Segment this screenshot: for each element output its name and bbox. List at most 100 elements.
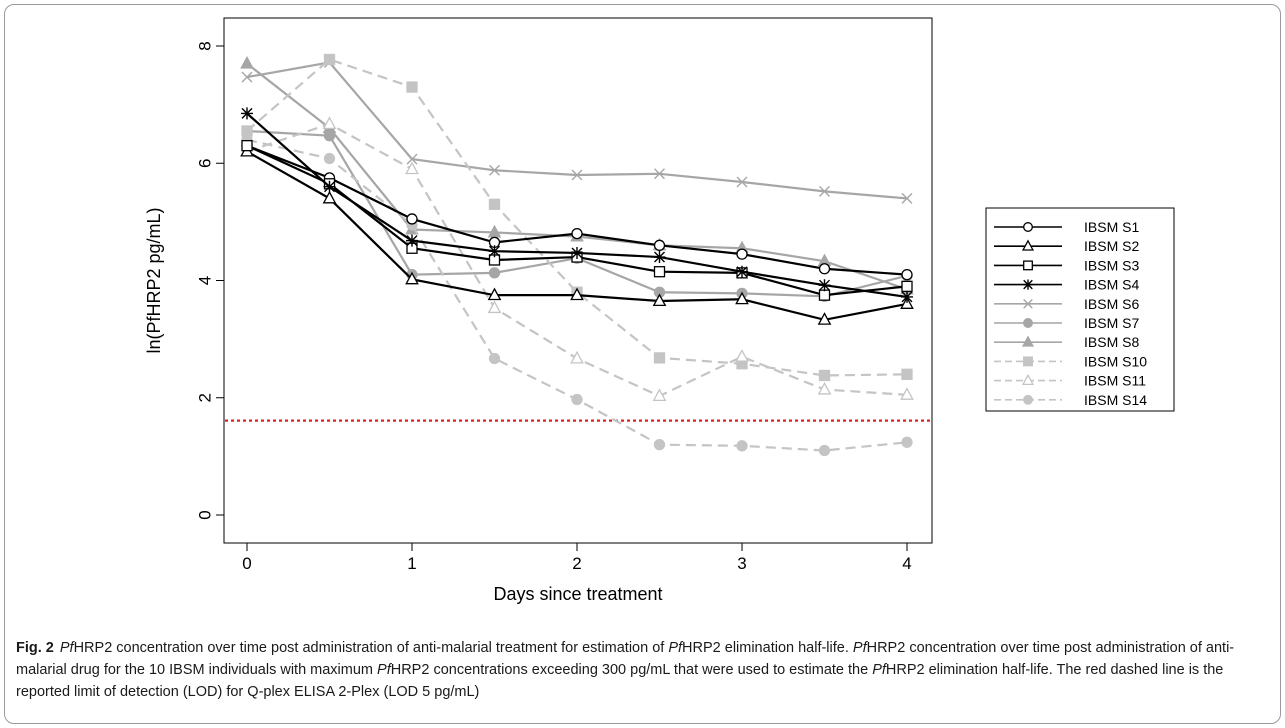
data-point <box>571 393 583 406</box>
data-point <box>1023 394 1033 405</box>
data-point <box>653 251 666 264</box>
legend-item: IBSM S6 <box>994 296 1139 312</box>
x-tick-label: 3 <box>737 554 746 573</box>
data-point <box>241 71 253 83</box>
data-point <box>735 349 749 362</box>
data-point <box>406 213 418 225</box>
data-point <box>570 287 584 301</box>
legend-item: IBSM S10 <box>994 353 1147 369</box>
data-point <box>487 300 502 314</box>
legend-item: IBSM S4 <box>994 277 1139 293</box>
figure-frame <box>4 4 1281 724</box>
data-point <box>818 444 831 457</box>
data-point <box>489 164 500 176</box>
plot-area-box <box>223 17 933 544</box>
data-point <box>406 234 418 247</box>
y-axis-label: ln(PfHRP2 pg/mL) <box>144 207 164 353</box>
caption-label: Fig. 2 <box>16 640 54 656</box>
series-line <box>246 61 908 200</box>
data-point <box>736 265 748 278</box>
data-point <box>241 107 253 120</box>
x-tick-label: 4 <box>902 554 911 573</box>
data-point <box>322 116 337 129</box>
data-point <box>818 289 831 301</box>
data-point <box>1021 335 1035 347</box>
series-ibsm-s6 <box>241 56 913 204</box>
data-point <box>818 369 831 382</box>
caption-fragment: Pf <box>852 640 867 656</box>
data-point <box>241 140 253 152</box>
legend-label: IBSM S1 <box>1084 219 1139 235</box>
legend-item: IBSM S14 <box>994 392 1147 408</box>
y-tick-label: 8 <box>195 41 214 50</box>
data-point <box>488 245 501 258</box>
y-tick-label: 2 <box>195 393 214 402</box>
data-point <box>1021 239 1035 251</box>
caption-fragment: HRP2 concentration over time post admini… <box>73 640 669 656</box>
data-point <box>736 440 748 452</box>
data-point <box>1023 299 1033 309</box>
data-point <box>818 279 831 292</box>
data-point <box>488 267 501 279</box>
series-ibsm-s7 <box>241 125 913 302</box>
data-point <box>819 185 830 197</box>
chart-axes: 0 1 2 3 4 0 2 4 6 8 Days since treatment ln(PfHRP2 … <box>144 17 933 604</box>
data-point <box>323 180 336 193</box>
legend-item: IBSM S7 <box>994 315 1139 331</box>
legend-item: IBSM S8 <box>994 334 1139 350</box>
legend-item: IBSM S1 <box>994 219 1139 235</box>
data-point <box>901 192 913 204</box>
data-point <box>736 176 748 188</box>
x-tick-label: 0 <box>242 554 251 573</box>
data-point <box>900 296 914 309</box>
series-ibsm-s10 <box>241 53 913 382</box>
data-point <box>901 368 913 380</box>
data-point <box>1023 318 1033 328</box>
data-point <box>571 246 583 259</box>
legend-label: IBSM S3 <box>1084 257 1139 273</box>
data-point <box>570 350 584 364</box>
series-ibsm-s11 <box>240 116 914 402</box>
data-point <box>654 168 665 180</box>
figure-caption: Fig. 2 PfHRP2 concentration over time pos… <box>16 637 1266 703</box>
caption-fragment: HRP2 elimination half-life. <box>682 640 853 656</box>
caption-fragment: HRP2 elimination half-life. The red dash… <box>16 662 1224 700</box>
data-point <box>1023 222 1033 232</box>
data-point <box>240 55 254 69</box>
caption-fragment: Pf <box>872 662 886 678</box>
data-point <box>653 438 666 451</box>
data-point <box>1022 279 1034 290</box>
caption-fragment: HRP2 concentrations exceeding 300 pg/mL … <box>390 662 873 678</box>
data-point <box>406 81 418 93</box>
series-line <box>246 58 908 377</box>
chart-legend: IBSM S1 IBSM S2 IBSM S3 IBSM S4 IBSM S6 IBSM … <box>985 207 1175 412</box>
x-tick-label: 2 <box>572 554 581 573</box>
caption-text: PfHRP2 concentration over time post admi… <box>16 640 1234 700</box>
legend-label: IBSM S4 <box>1084 277 1139 293</box>
series-ibsm-s3 <box>241 140 913 301</box>
data-point <box>653 239 666 251</box>
legend-label: IBSM S7 <box>1084 315 1139 331</box>
data-point <box>1023 356 1033 367</box>
series-line <box>246 144 908 297</box>
data-point <box>488 198 501 210</box>
legend-box <box>985 207 1175 412</box>
caption-fragment: Pf <box>668 640 683 656</box>
data-point <box>901 290 913 303</box>
legend-label: IBSM S11 <box>1084 373 1146 389</box>
data-point <box>735 291 749 305</box>
data-point <box>488 352 501 365</box>
data-point <box>405 161 419 175</box>
x-axis-label: Days since treatment <box>493 584 662 604</box>
legend-label: IBSM S6 <box>1084 296 1139 312</box>
data-point <box>406 153 418 165</box>
data-point <box>571 169 583 181</box>
data-point <box>818 263 831 275</box>
legend-item: IBSM S2 <box>994 238 1139 254</box>
data-point <box>817 312 832 325</box>
legend-label: IBSM S10 <box>1084 353 1147 369</box>
data-point <box>652 388 667 402</box>
series-ibsm-s4 <box>241 107 913 303</box>
data-point <box>901 268 913 281</box>
legend-label: IBSM S8 <box>1084 334 1139 350</box>
